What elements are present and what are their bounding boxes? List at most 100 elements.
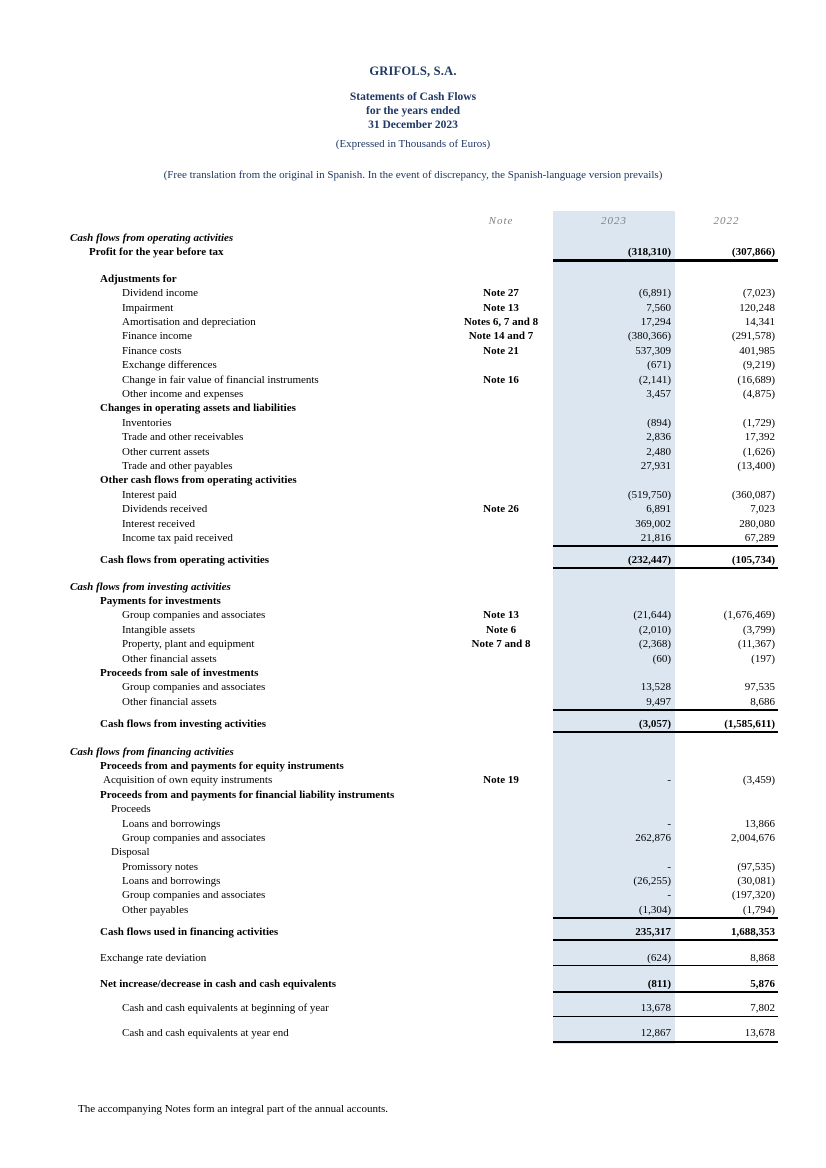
table-row: Loans and borrowings - 13,866	[68, 816, 778, 830]
row-label: Promissory notes	[122, 860, 199, 873]
value-2022: 120,248	[739, 301, 775, 314]
column-header-2023: 2023	[601, 215, 627, 228]
table-row: Disposal	[68, 845, 778, 859]
row-label: Intangible assets	[122, 623, 196, 636]
table-row: Finance costs Note 21 537,309 401,985	[68, 344, 778, 358]
row-label: Group companies and associates	[122, 831, 266, 844]
row-label: Proceeds	[111, 803, 151, 816]
value-2022: 17,392	[744, 431, 775, 444]
value-2022: 5,876	[750, 977, 775, 990]
footer-note: The accompanying Notes form an integral …	[78, 1103, 389, 1115]
table-row: Group companies and associates 262,876 2,0…	[68, 831, 778, 845]
value-2023: 9,497	[646, 695, 671, 708]
table-row: Cash flows from operating activities (232…	[68, 553, 778, 567]
value-2023: 27,931	[640, 459, 671, 472]
table-row: Dividend income Note 27 (6,891) (7,023)	[68, 286, 778, 300]
value-2022: (97,535)	[737, 860, 775, 873]
table-row: Other payables (1,304) (1,794)	[68, 903, 778, 917]
value-2022: 401,985	[739, 344, 775, 357]
value-2023: 2,836	[646, 431, 671, 444]
underline-rule	[553, 730, 778, 734]
statement-title: Statements of Cash Flows for the years e…	[0, 90, 826, 132]
value-2023: 6,891	[646, 503, 671, 516]
title-line-3: 31 December 2023	[368, 119, 458, 131]
table-header-row: Note 2023 2022	[68, 214, 778, 228]
table-row: Trade and other payables 27,931 (13,400)	[68, 459, 778, 473]
value-2023: (2,010)	[638, 623, 671, 636]
value-2022: 67,289	[744, 531, 775, 544]
table-row: Finance income Note 14 and 7 (380,366) (291…	[68, 329, 778, 343]
table-row: Cash flows from financing activities	[68, 744, 778, 758]
underline-rule	[553, 259, 778, 262]
note-ref: Notes 6, 7 and 8	[463, 316, 539, 329]
table-row: Acquisition of own equity instruments Not…	[68, 773, 778, 787]
value-2022: (30,081)	[737, 875, 775, 888]
row-label: Amortisation and depreciation	[122, 316, 256, 329]
title-line-1: Statements of Cash Flows	[349, 91, 477, 103]
note-ref: Note 7 and 8	[471, 638, 531, 651]
row-label: Cash and cash equivalents at year end	[122, 1027, 289, 1040]
table-row: Loans and borrowings (26,255) (30,081)	[68, 874, 778, 888]
row-label: Cash and cash equivalents at beginning o…	[122, 1002, 329, 1015]
value-2023: -	[667, 889, 671, 902]
table-row: Intangible assets Note 6 (2,010) (3,799)	[68, 623, 778, 637]
value-2022: (291,578)	[731, 330, 775, 343]
value-2022: 1,688,353	[731, 925, 775, 938]
row-label: Other income and expenses	[122, 387, 244, 400]
value-2023: 13,528	[640, 681, 671, 694]
table-row: Proceeds from and payments for financial…	[68, 788, 778, 802]
underline-rule	[553, 917, 778, 919]
table-row: Profit for the year before tax (318,310) (…	[68, 245, 778, 259]
table-row: Group companies and associates Note 13 (21…	[68, 608, 778, 622]
table-row: Group companies and associates 13,528 97,5…	[68, 680, 778, 694]
row-label: Exchange rate deviation	[100, 951, 207, 964]
table-row: Other income and expenses 3,457 (4,875)	[68, 387, 778, 401]
value-2023: 369,002	[635, 517, 671, 530]
underline-rule	[553, 709, 778, 711]
row-label: Loans and borrowings	[122, 817, 221, 830]
value-2022: 7,802	[750, 1002, 775, 1015]
row-label: Proceeds from and payments for equity in…	[100, 759, 344, 772]
underline-rule	[553, 964, 778, 967]
note-ref: Note 26	[483, 503, 519, 516]
row-label: Cash flows used in financing activities	[100, 925, 279, 938]
value-2023: (60)	[652, 652, 671, 665]
row-label: Other payables	[122, 903, 189, 916]
row-label: Trade and other payables	[122, 459, 233, 472]
value-2022: 13,678	[744, 1027, 775, 1040]
value-2023: 235,317	[635, 925, 671, 938]
table-row: Interest paid (519,750) (360,087)	[68, 488, 778, 502]
table-row: Adjustments for	[68, 272, 778, 286]
note-ref: Note 19	[483, 774, 519, 787]
value-2022: 280,080	[739, 517, 775, 530]
value-2022: 13,866	[744, 817, 775, 830]
translation-note: (Free translation from the original in S…	[163, 169, 663, 181]
underline-rule	[553, 938, 778, 942]
value-2022: (1,585,611)	[724, 717, 775, 730]
highlight-column-2023	[553, 211, 675, 1044]
value-2022: (13,400)	[737, 459, 775, 472]
value-2022: 97,535	[744, 681, 775, 694]
value-2022: (3,799)	[742, 623, 775, 636]
value-2023: -	[667, 817, 671, 830]
row-label: Finance income	[122, 330, 192, 343]
table-row: Change in fair value of financial instru…	[68, 372, 778, 386]
table-row: Other financial assets (60) (197)	[68, 651, 778, 665]
row-label: Changes in operating assets and liabilit…	[100, 402, 296, 415]
value-2023: 13,678	[640, 1002, 671, 1015]
row-label: Cash flows from investing activities	[70, 580, 231, 593]
value-2022: (16,689)	[737, 373, 775, 386]
row-label: Net increase/decrease in cash and cash e…	[100, 977, 337, 990]
value-2023: (380,366)	[627, 330, 671, 343]
units-note: (Expressed in Thousands of Euros)	[335, 138, 491, 150]
row-label: Loans and borrowings	[122, 875, 221, 888]
row-label: Cash flows from financing activities	[70, 745, 234, 758]
value-2023: (671)	[647, 359, 671, 372]
note-ref: Note 6	[485, 623, 517, 636]
row-label: Adjustments for	[100, 272, 177, 285]
value-2023: 537,309	[635, 344, 671, 357]
table-row: Cash flows from operating activities	[68, 230, 778, 244]
row-label: Group companies and associates	[122, 681, 266, 694]
table-row: Impairment Note 13 7,560 120,248	[68, 300, 778, 314]
row-label: Other current assets	[122, 445, 210, 458]
